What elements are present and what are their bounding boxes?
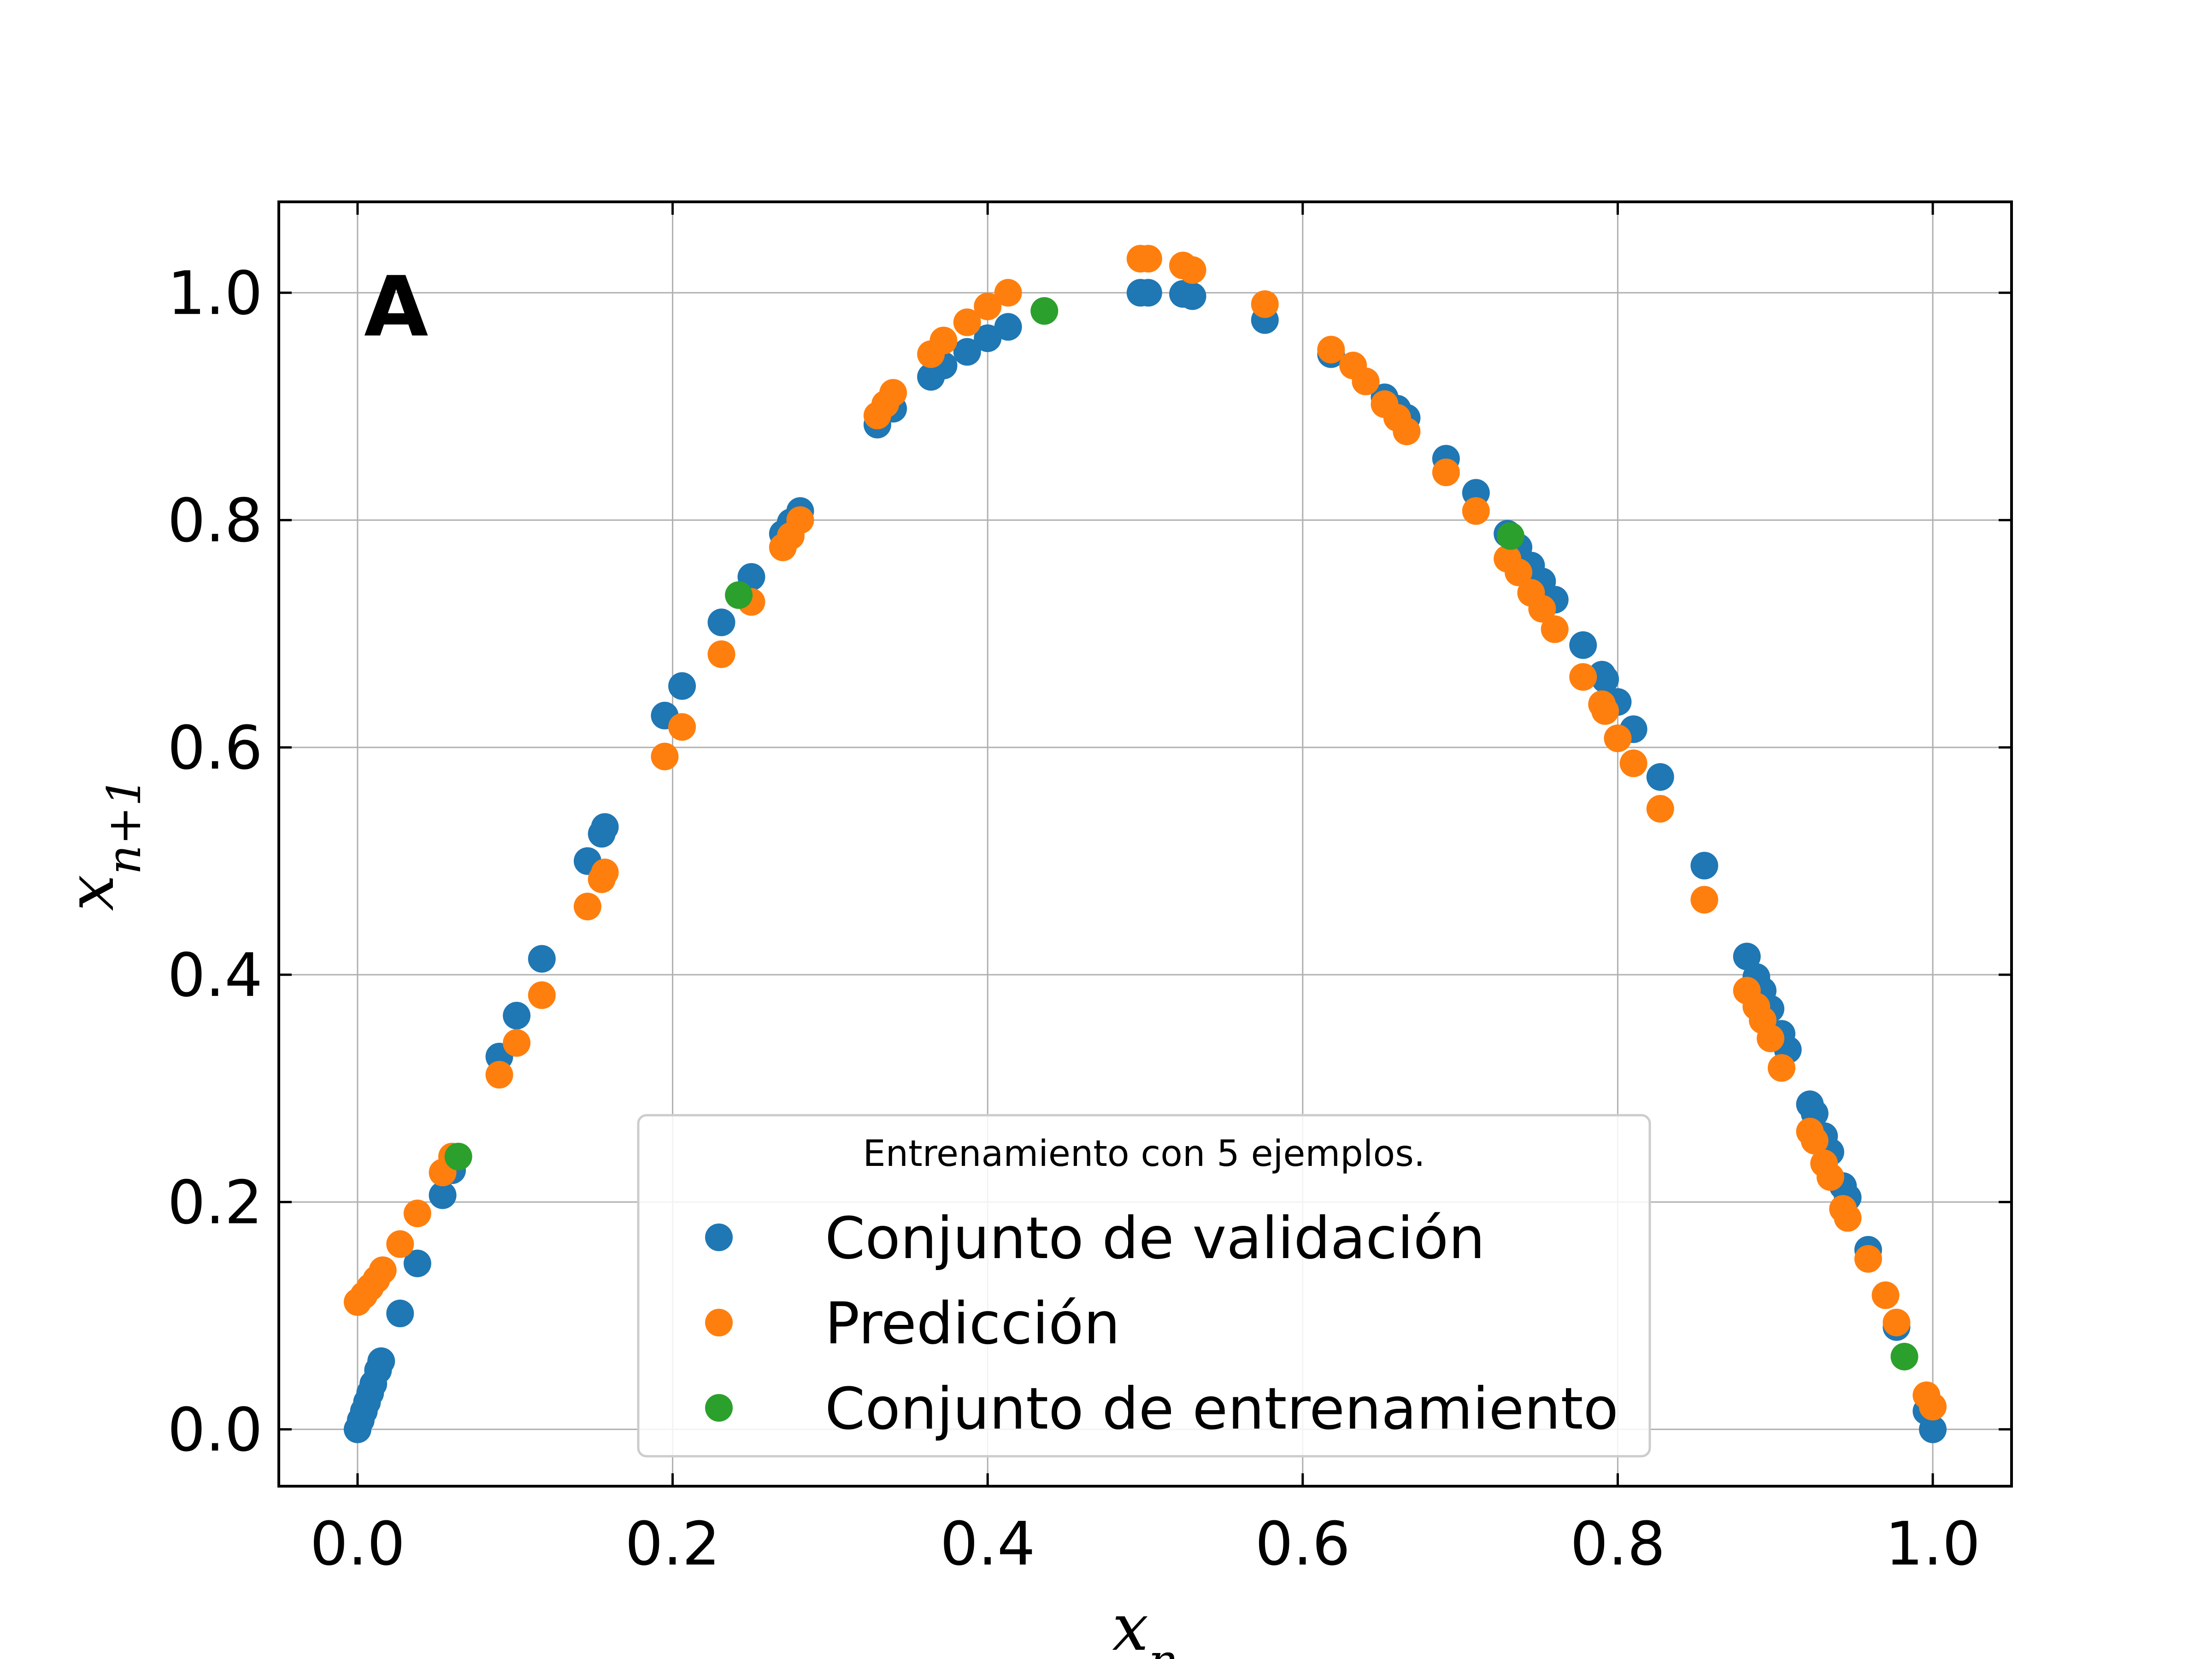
point-series-0 <box>503 1001 531 1030</box>
y-tick-label: 0.4 <box>167 940 263 1010</box>
legend-marker <box>705 1309 733 1336</box>
point-series-1 <box>930 326 958 354</box>
point-series-1 <box>1505 559 1533 587</box>
point-series-1 <box>707 640 735 668</box>
legend-label: Conjunto de entrenamiento <box>825 1376 1618 1442</box>
point-series-0 <box>707 608 735 636</box>
legend-title: Entrenamiento con 5 ejemplos. <box>863 1133 1425 1175</box>
point-series-1 <box>1854 1245 1882 1273</box>
x-tick-label: 0.6 <box>1255 1509 1350 1579</box>
x-tick-label: 1.0 <box>1885 1509 1981 1579</box>
x-tick-label: 0.0 <box>310 1509 406 1579</box>
point-series-0 <box>528 945 556 973</box>
point-series-0 <box>1690 852 1718 880</box>
axis-ticks: 0.0 0.2 0.4 0.6 0.8 1.0 0.0 0.2 0.4 0.6 0.8 1.0 <box>167 202 2012 1579</box>
point-series-1 <box>1619 749 1647 777</box>
legend: Entrenamiento con 5 ejemplos. Conjunto d… <box>637 1114 1651 1458</box>
grid <box>279 202 2012 1486</box>
point-series-2 <box>1030 297 1059 325</box>
point-series-1 <box>1816 1163 1844 1191</box>
x-axis-title: xn <box>1112 1590 1178 1659</box>
y-tick-label: 0.0 <box>167 1395 263 1465</box>
point-series-1 <box>386 1230 414 1258</box>
legend-label: Predicción <box>825 1290 1120 1357</box>
legend-marker <box>705 1394 733 1422</box>
point-series-1 <box>1834 1204 1862 1232</box>
point-series-1 <box>668 713 696 741</box>
point-series-1 <box>1757 1024 1785 1053</box>
point-series-0 <box>1569 631 1597 659</box>
point-series-0 <box>386 1300 414 1328</box>
point-series-2 <box>1890 1342 1918 1371</box>
point-series-0 <box>1591 665 1619 693</box>
point-series-1 <box>573 893 601 921</box>
point-series-1 <box>503 1029 531 1057</box>
point-series-1 <box>1919 1393 1947 1421</box>
point-series-1 <box>1646 795 1674 823</box>
point-series-1 <box>1690 886 1718 914</box>
point-series-1 <box>786 506 814 534</box>
legend-label: Conjunto de validación <box>825 1205 1485 1272</box>
x-tick-label: 0.8 <box>1570 1509 1665 1579</box>
point-series-1 <box>974 292 1002 320</box>
point-series-0 <box>1919 1415 1947 1443</box>
legend-marker <box>705 1224 733 1251</box>
point-series-2 <box>1497 522 1525 550</box>
point-series-1 <box>1767 1054 1795 1082</box>
point-series-1 <box>879 379 907 407</box>
y-axis-title: xn+1 <box>53 777 151 911</box>
x-tick-label: 0.2 <box>625 1509 720 1579</box>
point-series-2 <box>725 581 753 609</box>
point-series-1 <box>1393 418 1421 446</box>
data-points <box>343 245 1947 1443</box>
point-series-0 <box>1646 763 1674 791</box>
point-series-0 <box>591 813 619 841</box>
point-series-1 <box>1883 1308 1911 1336</box>
point-series-0 <box>367 1347 395 1375</box>
point-series-1 <box>1604 724 1632 753</box>
point-series-1 <box>1871 1281 1900 1309</box>
point-series-0 <box>668 672 696 700</box>
point-series-0 <box>953 338 981 366</box>
point-series-1 <box>1591 697 1619 725</box>
legend-box <box>637 1114 1651 1458</box>
point-series-1 <box>1178 256 1206 284</box>
point-series-1 <box>1800 1127 1829 1155</box>
y-tick-label: 1.0 <box>167 258 263 328</box>
point-series-1 <box>1251 290 1279 318</box>
point-series-0 <box>974 324 1002 352</box>
x-tick-label: 0.4 <box>940 1509 1035 1579</box>
point-series-1 <box>1134 245 1162 273</box>
point-series-1 <box>651 742 679 771</box>
point-series-0 <box>403 1249 431 1277</box>
point-series-1 <box>1352 367 1380 395</box>
point-series-1 <box>1541 615 1569 643</box>
point-series-1 <box>403 1200 431 1228</box>
point-series-1 <box>591 859 619 887</box>
y-tick-label: 0.2 <box>167 1167 263 1237</box>
point-series-1 <box>1462 497 1490 525</box>
y-tick-label: 0.6 <box>167 713 263 783</box>
point-series-0 <box>429 1181 457 1209</box>
point-series-1 <box>485 1061 513 1089</box>
point-series-1 <box>1569 663 1597 691</box>
point-series-1 <box>953 308 981 336</box>
y-tick-label: 0.8 <box>167 486 263 556</box>
point-series-1 <box>369 1256 397 1284</box>
point-series-1 <box>528 981 556 1009</box>
point-series-1 <box>994 279 1022 307</box>
panel-label: A <box>364 259 428 355</box>
point-series-1 <box>1528 594 1556 623</box>
point-series-1 <box>1432 458 1460 486</box>
point-series-2 <box>444 1142 472 1171</box>
point-series-1 <box>1317 335 1345 364</box>
plot-frame <box>277 200 2013 1488</box>
point-series-0 <box>1134 279 1162 307</box>
point-series-0 <box>1178 282 1206 310</box>
point-series-0 <box>994 313 1022 341</box>
